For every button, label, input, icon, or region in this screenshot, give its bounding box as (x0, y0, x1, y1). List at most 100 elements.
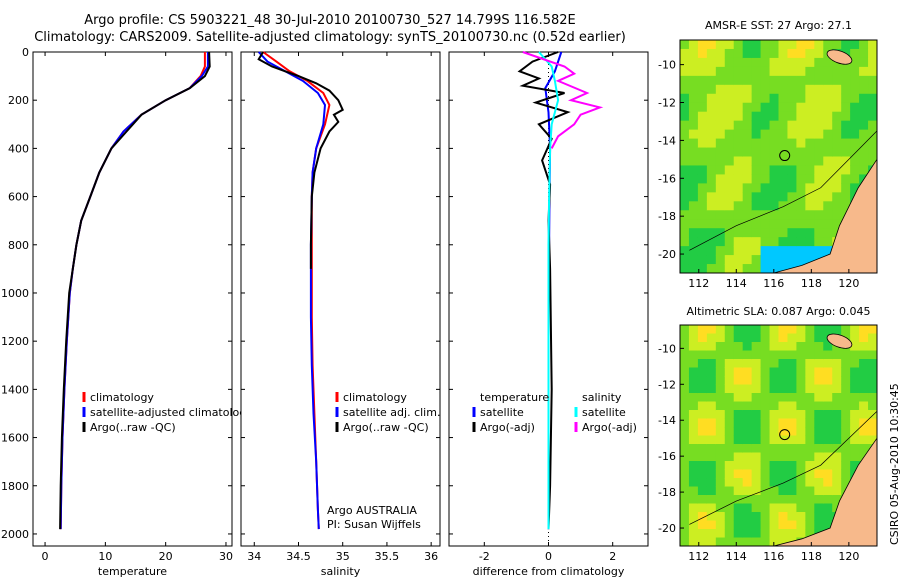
map-cell (805, 384, 815, 394)
map-cell (832, 192, 842, 202)
depth-tick-label-0: 0 (22, 46, 29, 59)
map-cell (742, 138, 753, 149)
map-cell (787, 192, 797, 202)
map-cell (850, 102, 860, 113)
map-cell (823, 520, 833, 530)
map-cell (760, 529, 771, 538)
map-cell (769, 237, 779, 247)
map-cell (715, 201, 726, 211)
map-cell (706, 384, 717, 394)
map-cell (787, 138, 797, 149)
map-cell (778, 478, 788, 487)
map-cell (769, 350, 779, 360)
map-cell (742, 264, 753, 274)
map-cell (680, 342, 690, 351)
map-cell (697, 325, 708, 334)
map-cell (832, 359, 842, 368)
map-cell (778, 333, 788, 343)
map-cell (751, 325, 762, 334)
map-cell (769, 174, 779, 184)
map-cell (688, 537, 699, 547)
map-cell (680, 325, 690, 334)
map-cell (832, 210, 842, 220)
map-cell (814, 66, 824, 77)
map-cell (724, 156, 735, 166)
sla-map: 112 114 116 118 120 -10 -12 -14 -16 -18 -20 (658, 324, 878, 563)
map-cell (787, 401, 797, 411)
map-cell (742, 210, 753, 220)
depth-tick-label-1200: 1200 (1, 335, 29, 348)
map-cell (832, 156, 842, 166)
map-cell (796, 120, 806, 131)
map-cell (769, 401, 779, 411)
map-cell (805, 359, 815, 368)
map-cell (751, 359, 762, 368)
map-cell (868, 102, 878, 113)
map-cell (787, 129, 797, 140)
legend-label-6: Argo(-adj) (582, 421, 637, 434)
map-cell (688, 102, 699, 113)
map-cell (697, 367, 708, 377)
map-cell (760, 201, 771, 211)
map-cell (787, 444, 797, 453)
map-cell (697, 503, 708, 513)
map-cell (724, 84, 735, 95)
map-cell (688, 333, 699, 343)
map-cell (859, 350, 869, 360)
map-cell (814, 156, 824, 166)
argo-float-marker (779, 150, 791, 162)
map-cell (868, 401, 878, 411)
map-cell (832, 486, 842, 496)
map-cell (733, 255, 744, 265)
map-cell (724, 376, 735, 385)
map-cell (805, 512, 815, 521)
map-cell (751, 537, 762, 547)
map-cell (850, 444, 860, 453)
map-cell (697, 93, 708, 104)
map-cell (751, 57, 762, 68)
map-cell (859, 435, 869, 445)
map-cell (724, 102, 735, 113)
map-cell (697, 138, 708, 149)
map-cell (715, 264, 726, 274)
map-cell (787, 520, 797, 530)
map-cell (742, 333, 753, 343)
map-cell (832, 66, 842, 77)
map-cell (787, 201, 797, 211)
map-cell (680, 512, 690, 521)
map-cell (850, 40, 860, 50)
map-cell (680, 367, 690, 377)
map-cell (751, 264, 762, 274)
map-cell (724, 478, 735, 487)
map-cell (715, 255, 726, 265)
map-cell (697, 520, 708, 530)
map-cell (715, 246, 726, 256)
map-cell (697, 359, 708, 368)
island (826, 333, 853, 349)
map-cell (724, 427, 735, 436)
map-cell (680, 520, 690, 530)
map-cell (769, 219, 779, 229)
map-cell (733, 537, 744, 547)
map-cell (697, 40, 708, 50)
map-cell (796, 138, 806, 149)
map-cell (778, 40, 788, 50)
map-cell (814, 237, 824, 247)
map-cell (733, 228, 744, 238)
map-cell (706, 461, 717, 470)
map-cell (733, 237, 744, 247)
map-cell (796, 495, 806, 504)
map-cell (814, 84, 824, 95)
map-cell (733, 333, 744, 343)
map-cell (805, 246, 815, 256)
map-cell (859, 111, 869, 122)
map-cell (680, 102, 690, 113)
map-cell (733, 111, 744, 122)
map-cell (742, 228, 753, 238)
map-cell (688, 40, 699, 50)
map-cell (724, 246, 735, 256)
map-cell (805, 48, 815, 59)
map-cell (859, 102, 869, 113)
map-cell (706, 529, 717, 538)
map-cell (706, 40, 717, 50)
